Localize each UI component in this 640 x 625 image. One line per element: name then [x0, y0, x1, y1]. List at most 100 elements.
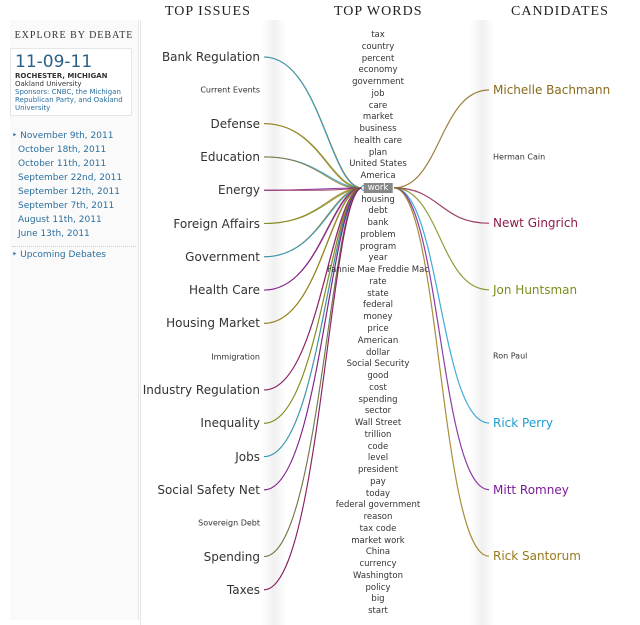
issue-label[interactable]: Spending [203, 549, 260, 564]
issue-label[interactable]: Foreign Affairs [173, 216, 260, 231]
candidate-label[interactable]: Rick Perry [493, 416, 553, 430]
word[interactable]: big [371, 594, 385, 605]
word[interactable]: health care [353, 135, 403, 146]
word[interactable]: reason [363, 512, 393, 523]
debate-link[interactable]: June 13th, 2011 [18, 229, 90, 239]
word[interactable]: money [363, 312, 393, 323]
connection-curve [393, 187, 490, 424]
debate-venue: Oakland University [15, 80, 82, 88]
word[interactable]: business [359, 124, 397, 135]
word[interactable]: state [367, 288, 389, 299]
connection-curve [393, 89, 490, 189]
word[interactable]: spending [358, 394, 398, 405]
column-shade [262, 20, 286, 625]
word[interactable]: market work [351, 535, 405, 546]
word[interactable]: United States [349, 159, 407, 170]
word[interactable]: American [357, 335, 399, 346]
candidate-label[interactable]: Michelle Bachmann [493, 83, 611, 97]
candidate-label[interactable]: Rick Santorum [493, 549, 581, 564]
connection-curve [393, 187, 490, 291]
word[interactable]: percent [361, 53, 395, 64]
candidate-label[interactable]: Newt Gingrich [493, 216, 579, 231]
word[interactable]: debt [368, 206, 388, 217]
word[interactable]: year [368, 253, 388, 264]
word[interactable]: plan [368, 147, 388, 158]
issue-label[interactable]: Health Care [188, 283, 260, 298]
upcoming-debates-link[interactable]: Upcoming Debates [12, 250, 106, 260]
word[interactable]: America [360, 171, 396, 182]
issue-label[interactable]: Defense [210, 116, 260, 131]
word[interactable]: today [365, 488, 391, 499]
issue-label[interactable]: Housing Market [166, 316, 260, 331]
debate-sponsors: Sponsors: CNBC, the Michigan Republican … [15, 88, 123, 112]
debate-link[interactable]: October 18th, 2011 [18, 145, 107, 155]
issue-label[interactable]: Education [200, 149, 260, 164]
word[interactable]: policy [365, 582, 391, 593]
candidate-label[interactable]: Jon Huntsman [493, 282, 578, 297]
word[interactable]: sector [364, 406, 392, 417]
word[interactable]: program [359, 241, 397, 252]
issue-label[interactable]: Social Safety Net [157, 482, 260, 497]
word[interactable]: tax [371, 30, 385, 40]
issue-label[interactable]: Sovereign Debt [198, 518, 260, 528]
word[interactable]: housing [361, 194, 395, 205]
word[interactable]: federal [363, 300, 393, 311]
word[interactable]: currency [359, 559, 397, 570]
words-header: TOP WORDS [334, 4, 423, 19]
connection-curve [263, 123, 363, 189]
connection-curve [263, 187, 363, 491]
issue-label[interactable]: Inequality [200, 416, 260, 431]
issue-label[interactable]: Taxes [226, 582, 260, 597]
word[interactable]: cost [369, 382, 387, 393]
word[interactable]: economy [358, 65, 398, 76]
selected-word[interactable]: work [363, 182, 393, 193]
word[interactable]: market [362, 112, 394, 123]
debate-link[interactable]: August 11th, 2011 [18, 215, 102, 225]
word[interactable]: problem [360, 229, 396, 240]
issue-label[interactable]: Current Events [200, 85, 260, 95]
word[interactable]: level [367, 453, 389, 464]
word[interactable]: pay [370, 476, 386, 487]
debate-location: ROCHESTER, MICHIGAN [15, 72, 108, 80]
issue-label[interactable]: Bank Regulation [161, 50, 260, 64]
candidate-label[interactable]: Herman Cain [493, 152, 546, 162]
debate-link[interactable]: November 9th, 2011 [12, 131, 113, 141]
issue-label[interactable]: Government [185, 249, 260, 264]
word[interactable]: start [368, 606, 388, 617]
sidebar: EXPLORE BY DEBATE 11-09-11 ROCHESTER, MICH… [10, 20, 139, 620]
word[interactable]: tax code [359, 523, 397, 534]
word[interactable]: Washington [353, 570, 403, 581]
word[interactable]: Social Security [346, 359, 410, 370]
word[interactable]: Fannie Mae Freddie Mac [327, 265, 429, 276]
candidate-label[interactable]: Ron Paul [493, 351, 528, 361]
word[interactable]: job [371, 88, 385, 99]
debate-link[interactable]: September 7th, 2011 [18, 201, 115, 211]
word[interactable]: China [365, 547, 391, 558]
candidate-label[interactable]: Mitt Romney [493, 482, 569, 497]
word[interactable]: bank [367, 218, 389, 229]
issue-label[interactable]: Industry Regulation [142, 383, 260, 397]
word[interactable]: code [367, 441, 389, 452]
debate-link[interactable]: September 22nd, 2011 [18, 173, 123, 183]
word[interactable]: care [368, 100, 388, 111]
word[interactable]: federal government [335, 500, 421, 511]
word[interactable]: government [352, 77, 404, 88]
separator [12, 246, 136, 247]
word[interactable]: dollar [365, 347, 391, 358]
word[interactable]: Wall Street [354, 418, 402, 429]
connection-curve [393, 187, 490, 557]
debate-link[interactable]: September 12th, 2011 [18, 187, 120, 197]
word[interactable]: president [357, 465, 399, 476]
word[interactable]: trillion [364, 429, 392, 440]
word[interactable]: rate [369, 276, 387, 287]
word[interactable]: good [367, 371, 389, 382]
column-divider [140, 20, 141, 625]
debate-link[interactable]: October 11th, 2011 [18, 159, 107, 169]
word[interactable]: country [361, 41, 395, 52]
issue-label[interactable]: Immigration [211, 352, 260, 362]
word[interactable]: price [367, 324, 389, 334]
issue-label[interactable]: Energy [217, 183, 260, 198]
issue-label[interactable]: Jobs [235, 449, 260, 464]
